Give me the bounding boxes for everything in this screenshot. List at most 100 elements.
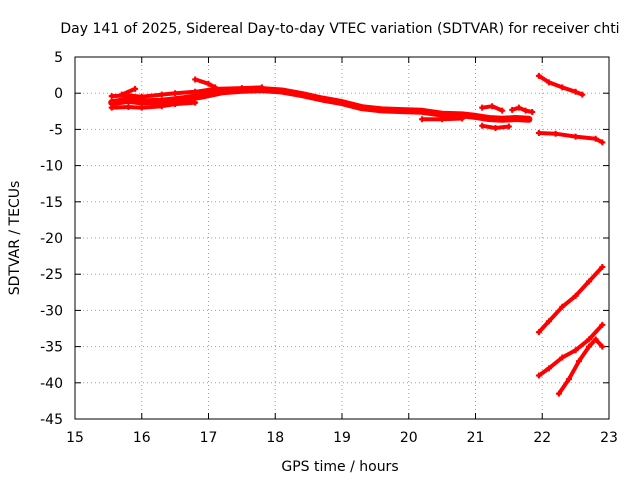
x-tick-label: 17 [200, 430, 218, 446]
series-late-mid [536, 131, 605, 145]
data-point [559, 84, 566, 91]
data-point [278, 88, 285, 95]
data-point [118, 91, 125, 98]
x-tick-label: 22 [533, 430, 551, 446]
data-point [545, 318, 552, 325]
data-point [459, 115, 466, 122]
data-point [108, 93, 115, 100]
y-tick-label: 5 [54, 50, 63, 66]
data-point [599, 139, 606, 146]
data-point [258, 84, 265, 91]
data-point [472, 113, 479, 120]
x-tick-labels: 15 16 17 18 19 20 21 22 23 [66, 430, 618, 446]
data-point [379, 106, 386, 113]
data-point [439, 111, 446, 118]
series-late-low-1 [536, 265, 605, 335]
y-axis-label: SDTVAR / TECUs [7, 181, 23, 296]
data-point [138, 93, 145, 100]
data-point [492, 124, 499, 131]
data-point [522, 107, 529, 114]
data-point [489, 103, 496, 110]
data-point [599, 263, 606, 270]
x-tick-label: 23 [600, 430, 618, 446]
series-layer [108, 72, 606, 397]
data-point [158, 98, 165, 105]
data-point [525, 116, 532, 123]
series-late-low-2 [536, 322, 605, 378]
tick-layer [74, 56, 610, 420]
data-point [399, 107, 406, 114]
y-tick-label: -30 [40, 303, 63, 319]
x-tick-label: 16 [133, 430, 151, 446]
data-point [198, 93, 205, 100]
data-point [205, 80, 212, 87]
x-tick-label: 15 [66, 430, 84, 446]
data-point [479, 104, 486, 111]
data-point [125, 97, 132, 104]
series-late-low-3 [556, 337, 605, 396]
y-tick-label: -5 [49, 122, 63, 138]
y-tick-label: -25 [40, 267, 63, 283]
data-point [192, 99, 199, 106]
data-point [579, 91, 586, 98]
data-point [572, 88, 579, 95]
data-point [545, 365, 552, 372]
data-point [505, 123, 512, 130]
data-point [138, 104, 145, 111]
data-point [178, 95, 185, 102]
data-point [108, 104, 115, 111]
data-point [545, 79, 552, 86]
data-point [555, 390, 562, 397]
data-point [485, 115, 492, 122]
data-point [499, 116, 506, 123]
series-blob-21-8 [510, 105, 535, 114]
data-point [125, 103, 132, 110]
data-point [515, 104, 522, 111]
grid-layer [75, 57, 609, 419]
x-tick-label: 20 [400, 430, 418, 446]
chart-title: Day 141 of 2025, Sidereal Day-to-day VTE… [60, 21, 619, 37]
data-point [535, 130, 542, 137]
y-tick-label: -35 [40, 340, 63, 356]
data-point [559, 303, 566, 310]
data-point [499, 107, 506, 114]
data-point [592, 336, 599, 343]
y-tick-label: 0 [54, 86, 63, 102]
data-point [108, 99, 115, 106]
y-tick-label: -15 [40, 195, 63, 211]
data-point [535, 372, 542, 379]
data-point [212, 84, 219, 91]
data-point [585, 343, 592, 350]
data-point [572, 347, 579, 354]
data-point [318, 95, 325, 102]
data-point [572, 292, 579, 299]
data-point [559, 354, 566, 361]
data-point [339, 99, 345, 106]
data-point [238, 85, 245, 92]
data-point [585, 278, 592, 285]
data-point [565, 376, 572, 383]
data-point [572, 133, 579, 140]
x-tick-label: 19 [333, 430, 351, 446]
data-point [535, 329, 542, 336]
data-point [132, 85, 139, 92]
data-point [552, 130, 559, 137]
data-point [192, 76, 199, 83]
y-tick-label: -20 [40, 231, 63, 247]
x-tick-label: 18 [266, 430, 284, 446]
data-point [535, 72, 542, 79]
data-point [359, 104, 366, 111]
data-point [439, 116, 446, 123]
data-point [575, 358, 582, 365]
data-point [138, 98, 145, 105]
data-point [599, 321, 606, 328]
data-point [419, 116, 426, 123]
data-point [158, 103, 165, 110]
y-tick-label: -10 [40, 159, 63, 175]
data-point [592, 135, 599, 142]
data-point [419, 108, 426, 115]
y-tick-label: -40 [40, 376, 63, 392]
data-point [158, 91, 165, 98]
series-spike-17 [193, 77, 218, 90]
x-axis-label: GPS time / hours [281, 459, 398, 475]
